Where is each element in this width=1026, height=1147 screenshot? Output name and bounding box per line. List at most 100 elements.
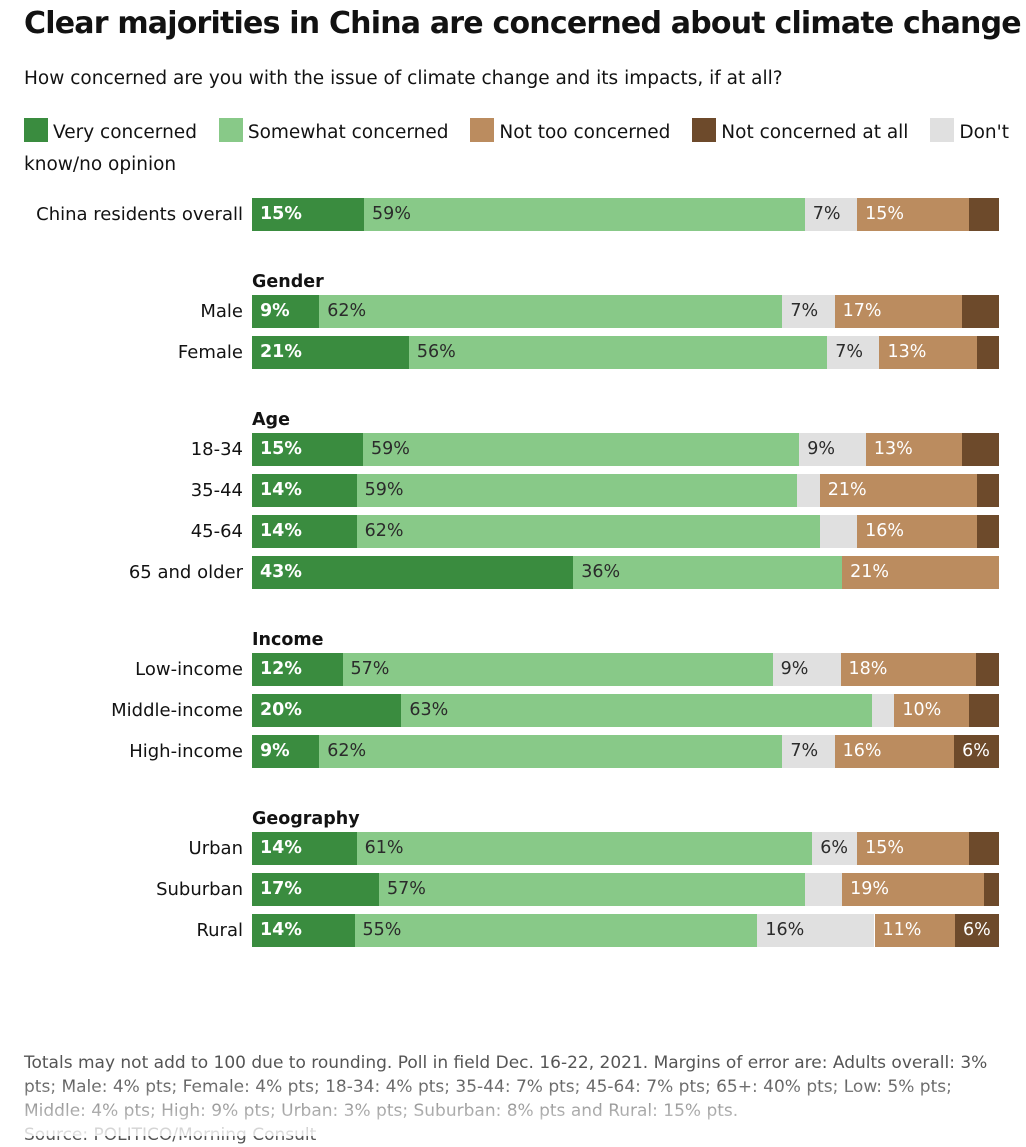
stacked-bar: 14% 59% 21% <box>252 474 999 507</box>
bar-segment: 6% <box>954 735 999 768</box>
bar-segment: 10% <box>894 694 970 727</box>
row-label: Male <box>200 301 243 322</box>
bar-segment: 15% <box>252 433 363 466</box>
bar-segment: 17% <box>834 295 962 328</box>
legend-label: Not too concerned <box>499 122 671 143</box>
bar-segment: 14% <box>252 474 357 507</box>
chart-legend: Very concerned Somewhat concerned Not to… <box>24 117 1014 181</box>
row-label: Suburban <box>156 879 243 900</box>
bar-segment: 43% <box>252 556 574 589</box>
stacked-bar: 9% 62% 7% 16% 6% <box>252 735 999 768</box>
bar-segment: 16% <box>757 914 875 947</box>
legend-swatch <box>470 118 495 142</box>
legend-item: Somewhat concerned <box>218 118 449 143</box>
footnote-text: Totals may not add to 100 due to roundin… <box>24 1053 988 1121</box>
bar-segment: 20% <box>252 694 402 727</box>
bar-segment <box>976 653 999 686</box>
bar-segment: 9% <box>772 653 841 686</box>
bar-segment: 12% <box>252 653 343 686</box>
bar-segment: 15% <box>857 198 970 231</box>
stacked-bar: 17% 57% 19% <box>252 873 999 906</box>
bar-segment: 57% <box>378 873 805 906</box>
bar-segment: 7% <box>827 336 880 369</box>
row-label: Low-income <box>135 659 243 680</box>
bar-segment <box>969 694 999 727</box>
chart-title: Clear majorities in China are concerned … <box>24 6 1022 41</box>
bar-segment: 7% <box>782 735 835 768</box>
bar-segment: 19% <box>842 873 985 906</box>
row-label: Rural <box>196 920 243 941</box>
bar-segment: 9% <box>252 295 320 328</box>
legend-swatch <box>692 118 717 142</box>
legend-swatch <box>24 118 48 142</box>
bar-segment: 11% <box>874 914 956 947</box>
stacked-bar: 20% 63% 10% <box>252 694 999 727</box>
bar-segment: 7% <box>782 295 835 328</box>
bar-segment: 14% <box>252 832 357 865</box>
footnote: Totals may not add to 100 due to roundin… <box>24 1051 1014 1147</box>
row-label: Middle-income <box>111 700 243 721</box>
bar-segment: 14% <box>252 515 357 548</box>
row-label: 18-34 <box>190 439 243 460</box>
stacked-bar: 9% 62% 7% 17% <box>252 295 999 328</box>
group-label: Geography <box>252 809 360 829</box>
stacked-bar: 14% 55% 16% 11% 6% <box>252 914 999 947</box>
bar-segment: 62% <box>319 295 783 328</box>
bar-segment: 14% <box>252 914 355 947</box>
legend-label: Not concerned at all <box>721 122 909 143</box>
bar-segment <box>969 832 999 865</box>
row-label: 45-64 <box>190 521 243 542</box>
bar-segment: 57% <box>342 653 773 686</box>
stacked-bar: 12% 57% 9% 18% <box>252 653 999 686</box>
bar-segment: 21% <box>819 474 977 507</box>
bar-segment: 18% <box>840 653 977 686</box>
legend-item: Not concerned at all <box>692 118 909 143</box>
bar-segment: 59% <box>364 198 805 231</box>
bar-segment <box>969 198 999 231</box>
stacked-bar: 14% 61% 6% 15% <box>252 832 999 865</box>
legend-item: Not too concerned <box>470 118 671 143</box>
legend-label: Very concerned <box>53 122 197 143</box>
row-label: 65 and older <box>128 562 243 583</box>
stacked-bar: 21% 56% 7% 13% <box>252 336 999 369</box>
bar-segment: 6% <box>812 832 858 865</box>
bar-segment <box>872 694 895 727</box>
stacked-bar: 15% 59% 7% 15% <box>252 198 999 231</box>
bar-segment <box>961 295 999 328</box>
row-label: Female <box>177 342 243 363</box>
bar-segment: 9% <box>799 433 866 466</box>
bar-segment: 55% <box>354 914 758 947</box>
stacked-bar: 14% 62% 16% <box>252 515 999 548</box>
legend-swatch <box>218 118 243 142</box>
legend-swatch <box>930 118 955 142</box>
bar-segment <box>976 515 999 548</box>
bar-segment: 36% <box>573 556 843 589</box>
row-label: 35-44 <box>190 480 243 501</box>
bar-segment: 21% <box>842 556 999 589</box>
bar-segment: 15% <box>857 832 970 865</box>
row-label: Urban <box>188 838 243 859</box>
bar-segment <box>797 474 820 507</box>
bar-segment <box>962 433 999 466</box>
bar-segment: 63% <box>401 694 872 727</box>
chart-subtitle: How concerned are you with the issue of … <box>24 68 783 89</box>
bar-segment: 21% <box>252 336 409 369</box>
legend-label: Somewhat concerned <box>247 122 449 143</box>
bar-segment: 15% <box>252 198 365 231</box>
stacked-bar: 15% 59% 9% 13% <box>252 433 999 466</box>
bar-segment: 6% <box>955 914 999 947</box>
legend-item: Very concerned <box>24 118 197 143</box>
bar-segment: 9% <box>252 735 320 768</box>
stacked-bar: 43% 36% 21% <box>252 556 999 589</box>
row-label: High-income <box>129 741 243 762</box>
legend-item: Don't know/no opinion <box>24 118 1009 175</box>
row-label: China residents overall <box>36 204 243 225</box>
bar-segment: 62% <box>356 515 820 548</box>
bar-segment: 17% <box>252 873 379 906</box>
bar-segment <box>804 873 843 906</box>
bar-segment: 59% <box>362 433 800 466</box>
group-label: Income <box>252 630 324 650</box>
bar-segment: 13% <box>879 336 977 369</box>
bar-segment: 13% <box>865 433 962 466</box>
bar-segment <box>976 474 999 507</box>
